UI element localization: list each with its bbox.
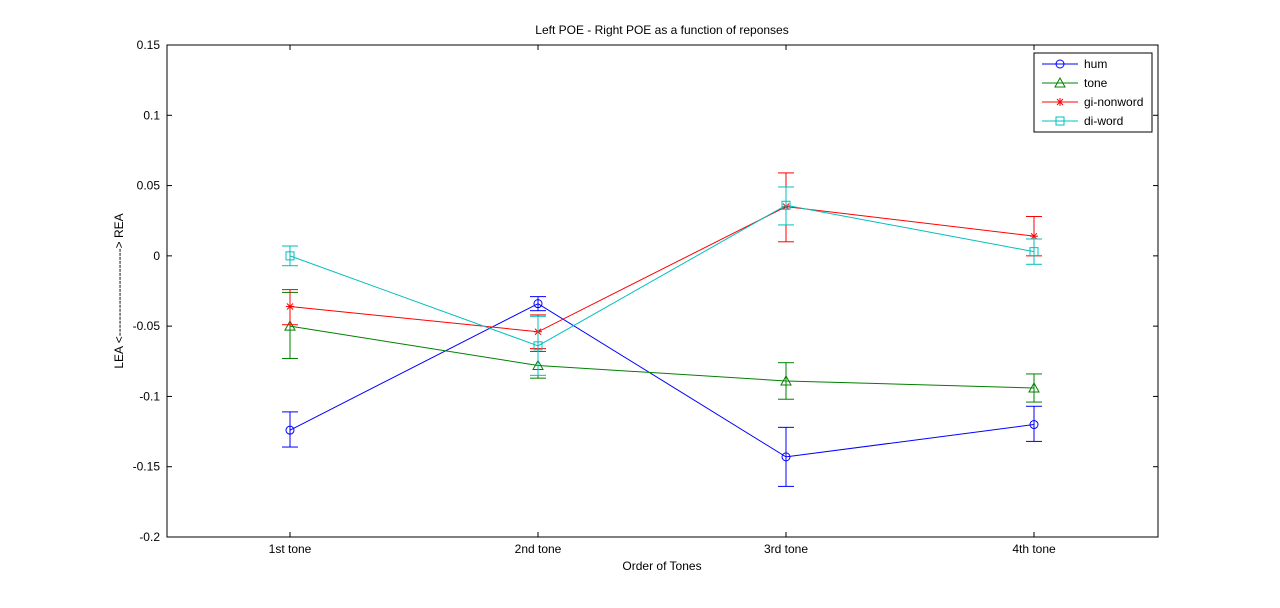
legend-entry: hum [1042, 57, 1107, 71]
legend-entry: di-word [1042, 114, 1123, 128]
x-tick-label: 2nd tone [515, 542, 562, 556]
y-tick-label: -0.15 [133, 460, 161, 474]
legend-entry: gi-nonword [1042, 95, 1143, 109]
data-point [1029, 420, 1039, 430]
data-point [781, 200, 791, 210]
y-axis-label: LEA <----------------------> REA [112, 213, 126, 368]
data-point [285, 251, 295, 261]
axes: -0.2 -0.15 -0.1 -0.05 0 0.05 0.1 0.15 1st tone 2n… [133, 38, 1158, 556]
plot-area [166, 44, 1159, 538]
data-point [781, 452, 791, 462]
data-point [1030, 232, 1038, 241]
y-tick-label: 0.15 [137, 38, 161, 52]
y-tick-label: -0.2 [139, 530, 160, 544]
y-tick-label: 0.1 [143, 108, 160, 122]
y-tick-label: 0 [153, 249, 160, 263]
x-tick-label: 1st tone [269, 542, 312, 556]
series-line [289, 303, 1035, 458]
data-point [533, 299, 543, 309]
legend-label: gi-nonword [1084, 95, 1143, 109]
legend-marker [1055, 116, 1065, 126]
x-tick-label: 4th tone [1012, 542, 1056, 556]
legend-marker [1056, 98, 1064, 106]
legend-box [1033, 52, 1153, 133]
legend: hum tone gi-nonword di-word [1033, 52, 1153, 133]
legend-marker [1055, 59, 1065, 69]
error-bar [282, 411, 298, 448]
data-point [780, 374, 792, 386]
series-line [289, 325, 1035, 389]
legend-label: hum [1084, 57, 1107, 71]
legend-marker [1054, 76, 1066, 88]
legend-entry: tone [1042, 76, 1108, 90]
series-line [289, 204, 1035, 347]
chart-title: Left POE - Right POE as a function of re… [535, 23, 788, 37]
y-tick-label: -0.1 [139, 389, 160, 403]
data-point [533, 341, 543, 351]
data-point [1028, 381, 1040, 393]
x-axis-label: Order of Tones [622, 559, 701, 573]
data-point [1029, 247, 1039, 257]
series-hum [282, 296, 1042, 487]
legend-label: tone [1084, 76, 1108, 90]
y-tick-label: 0.05 [137, 179, 161, 193]
series-layer [282, 172, 1042, 487]
error-bar [778, 186, 794, 226]
data-point [284, 320, 296, 331]
legend-label: di-word [1084, 114, 1123, 128]
error-bar [1026, 405, 1042, 442]
y-tick-label: -0.05 [133, 319, 161, 333]
data-point [285, 425, 295, 435]
series-line [289, 206, 1035, 333]
error-bar [1026, 238, 1042, 265]
series-di-word [282, 186, 1042, 376]
x-tick-label: 3rd tone [764, 542, 808, 556]
data-point [286, 302, 294, 311]
